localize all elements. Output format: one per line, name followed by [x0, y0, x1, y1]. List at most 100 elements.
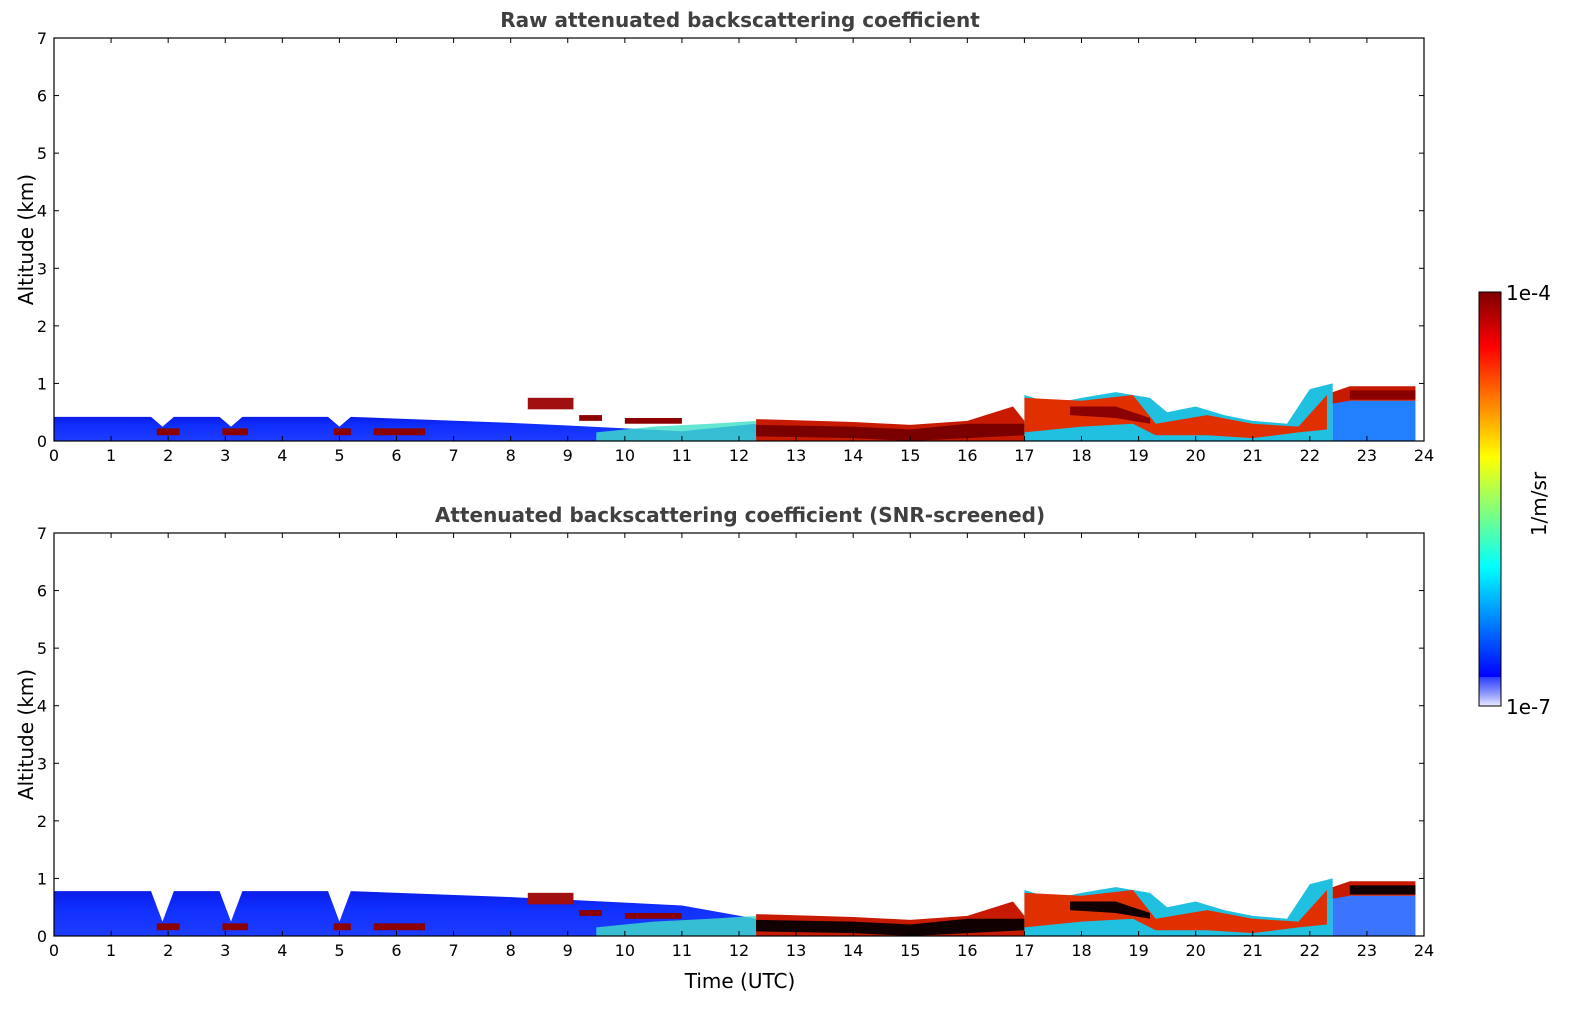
x-tick-label: 1 [106, 941, 116, 960]
low-cloud-core [756, 423, 1025, 441]
y-tick-label: 2 [37, 812, 47, 831]
screened-axes-frame [53, 532, 1425, 937]
x-tick-label: 17 [1014, 941, 1034, 960]
cloud-top-core [1349, 390, 1416, 400]
x-tick-label: 5 [334, 446, 344, 465]
x-tick-label: 10 [615, 941, 635, 960]
screened-heatmap [54, 878, 1416, 936]
aerosol-layer [222, 923, 249, 931]
raw-y-axis-label: Altitude (km) [14, 174, 38, 305]
screened-panel-title: Attenuated backscattering coefficient (S… [435, 503, 1045, 527]
x-tick-label: 19 [1128, 941, 1148, 960]
x-tick-label: 14 [843, 446, 863, 465]
y-tick-label: 7 [37, 524, 47, 543]
x-tick-label: 16 [957, 446, 977, 465]
x-tick-label: 0 [49, 941, 59, 960]
y-tick-label: 0 [37, 432, 47, 451]
y-tick-label: 4 [37, 697, 47, 716]
screened-x-ticks: 0 1 2 3 4 5 6 7 8 9 10 11 12 13 14 15 16 17 18 19 20 21 22 23 24 [49, 533, 1434, 960]
elevated-layer [624, 417, 682, 424]
x-tick-label: 6 [391, 941, 401, 960]
raw-x-ticks: 0 1 2 3 4 5 6 7 8 9 10 11 12 13 14 15 16 17 18 19 20 21 22 23 24 [49, 38, 1434, 465]
x-tick-label: 18 [1071, 941, 1091, 960]
near-surface-aerosol [596, 420, 757, 441]
cloud-column [1332, 400, 1416, 441]
y-tick-label: 6 [37, 87, 47, 106]
signal-dropout [156, 181, 166, 427]
raw-backscatter-panel: Raw attenuated backscattering coefficien… [14, 8, 1434, 465]
colorbar-max-label: 1e-4 [1506, 281, 1551, 305]
aerosol-layer [333, 923, 351, 931]
elevated-layer [527, 892, 574, 905]
x-tick-label: 8 [506, 941, 516, 960]
aerosol-layer [156, 428, 180, 436]
y-tick-label: 3 [37, 259, 47, 278]
elevated-layer [527, 397, 574, 410]
y-tick-label: 4 [37, 202, 47, 221]
x-tick-label: 6 [391, 446, 401, 465]
screened-y-axis-label: Altitude (km) [14, 669, 38, 800]
screened-backscatter-panel: Attenuated backscattering coefficient (S… [14, 503, 1434, 993]
signal-dropout [413, 181, 423, 427]
colorbar: 1e-4 1e-7 1/m/sr [1478, 281, 1551, 719]
y-tick-label: 0 [37, 927, 47, 946]
x-axis-label: Time (UTC) [684, 969, 796, 993]
x-tick-label: 20 [1185, 941, 1205, 960]
x-tick-label: 11 [672, 446, 692, 465]
x-tick-label: 15 [900, 941, 920, 960]
x-tick-label: 2 [163, 941, 173, 960]
x-tick-label: 16 [957, 941, 977, 960]
x-tick-label: 21 [1243, 446, 1263, 465]
x-tick-label: 19 [1128, 446, 1148, 465]
colorbar-min-label: 1e-7 [1506, 695, 1551, 719]
y-tick-label: 6 [37, 582, 47, 601]
colorbar-unit-label: 1/m/sr [1527, 471, 1551, 536]
aerosol-layer [222, 428, 249, 436]
x-tick-label: 23 [1357, 941, 1377, 960]
x-tick-label: 3 [220, 446, 230, 465]
elevated-layer [579, 910, 602, 916]
elevated-layer [624, 912, 682, 919]
y-tick-label: 2 [37, 317, 47, 336]
x-tick-label: 22 [1300, 941, 1320, 960]
x-tick-label: 23 [1357, 446, 1377, 465]
raw-panel-title: Raw attenuated backscattering coefficien… [500, 8, 980, 32]
x-tick-label: 20 [1185, 446, 1205, 465]
signal-dropout [393, 181, 403, 427]
x-tick-label: 17 [1014, 446, 1034, 465]
signal-dropout [333, 181, 343, 427]
x-tick-label: 15 [900, 446, 920, 465]
x-tick-label: 18 [1071, 446, 1091, 465]
x-tick-label: 22 [1300, 446, 1320, 465]
x-tick-label: 11 [672, 941, 692, 960]
x-tick-label: 13 [786, 941, 806, 960]
cloud-column [1332, 895, 1416, 936]
x-tick-label: 24 [1414, 941, 1434, 960]
x-tick-label: 4 [277, 941, 287, 960]
cloud-top-core [1349, 885, 1416, 895]
x-tick-label: 7 [448, 446, 458, 465]
x-tick-label: 13 [786, 446, 806, 465]
raw-y-ticks: 0 1 2 3 4 5 6 7 [37, 29, 1424, 451]
cloud-core [1070, 406, 1150, 424]
x-tick-label: 9 [563, 446, 573, 465]
clear-air-gap [756, 245, 1139, 416]
y-tick-label: 1 [37, 374, 47, 393]
x-tick-label: 3 [220, 941, 230, 960]
aerosol-layer [373, 428, 426, 436]
signal-dropout [225, 181, 234, 427]
x-tick-label: 7 [448, 941, 458, 960]
x-tick-label: 10 [615, 446, 635, 465]
x-tick-label: 9 [563, 941, 573, 960]
y-tick-label: 1 [37, 869, 47, 888]
x-tick-label: 4 [277, 446, 287, 465]
aerosol-layer [333, 428, 351, 436]
near-surface-aerosol [596, 915, 757, 936]
noise-background [54, 38, 1416, 441]
x-tick-label: 14 [843, 941, 863, 960]
x-tick-label: 2 [163, 446, 173, 465]
x-tick-label: 21 [1243, 941, 1263, 960]
cloud-core [1070, 901, 1150, 919]
elevated-layer [579, 415, 602, 421]
x-tick-label: 8 [506, 446, 516, 465]
